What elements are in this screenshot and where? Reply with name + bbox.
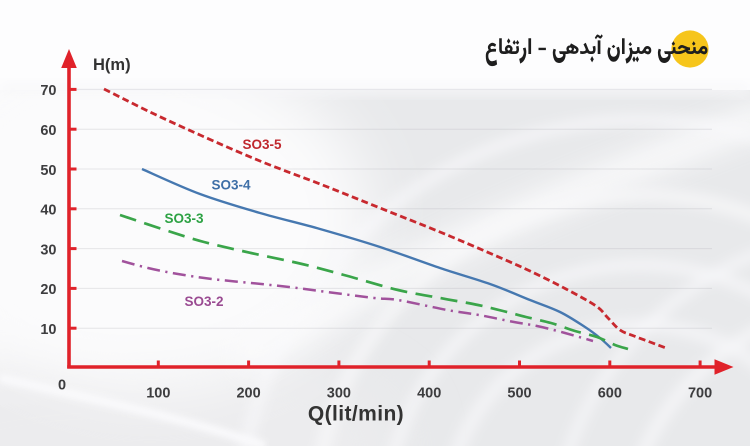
- svg-text:100: 100: [146, 385, 170, 401]
- svg-text:SO3-4: SO3-4: [211, 178, 251, 193]
- svg-text:600: 600: [598, 385, 622, 401]
- svg-text:200: 200: [236, 385, 260, 401]
- svg-text:400: 400: [417, 385, 441, 401]
- svg-text:H(m): H(m): [93, 56, 131, 74]
- svg-text:0: 0: [58, 378, 66, 394]
- svg-text:10: 10: [40, 322, 56, 338]
- svg-text:30: 30: [40, 242, 56, 258]
- svg-text:40: 40: [40, 203, 56, 219]
- svg-text:70: 70: [40, 83, 56, 99]
- svg-text:SO3-5: SO3-5: [242, 137, 282, 152]
- svg-text:SO3-3: SO3-3: [164, 211, 204, 226]
- svg-text:700: 700: [688, 385, 712, 401]
- svg-text:300: 300: [327, 385, 351, 401]
- svg-text:Q(lit/min): Q(lit/min): [308, 403, 404, 426]
- svg-text:20: 20: [40, 282, 56, 298]
- svg-text:500: 500: [507, 385, 531, 401]
- svg-text:50: 50: [40, 163, 56, 179]
- svg-text:SO3-2: SO3-2: [184, 294, 223, 309]
- svg-text:60: 60: [40, 123, 56, 139]
